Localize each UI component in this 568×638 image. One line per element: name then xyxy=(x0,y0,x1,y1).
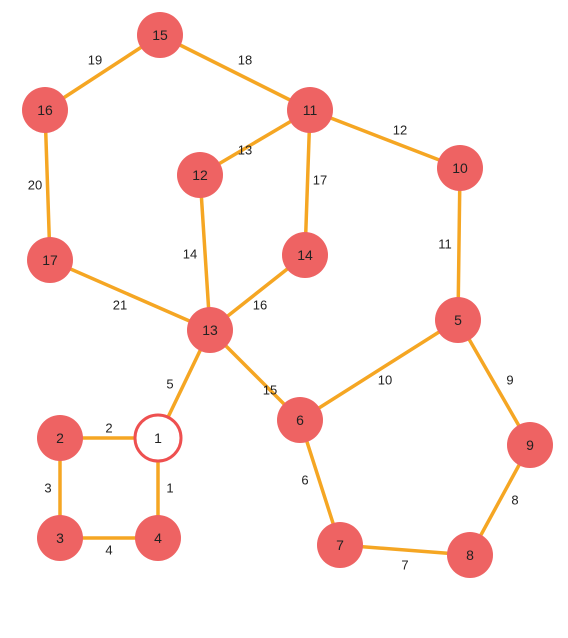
edge-label: 11 xyxy=(438,237,452,252)
node-label: 17 xyxy=(42,252,58,268)
edge-label: 3 xyxy=(44,481,51,496)
edge-label: 10 xyxy=(378,373,392,388)
node-label: 15 xyxy=(152,27,168,43)
node-label: 13 xyxy=(202,322,218,338)
edge xyxy=(310,110,460,168)
node-label: 12 xyxy=(192,167,208,183)
edge-label: 20 xyxy=(28,178,42,193)
edge-label: 2 xyxy=(105,421,112,436)
edge-label: 7 xyxy=(401,558,408,573)
edge-label: 6 xyxy=(301,473,308,488)
edge-label: 14 xyxy=(183,247,197,262)
node-label: 5 xyxy=(454,312,462,328)
node-label: 4 xyxy=(154,530,162,546)
node-label: 9 xyxy=(526,437,534,453)
node-label: 10 xyxy=(452,160,468,176)
edge-label: 5 xyxy=(166,377,173,392)
edge-label: 19 xyxy=(88,53,102,68)
edge xyxy=(50,260,210,330)
edge xyxy=(160,35,310,110)
node-label: 16 xyxy=(37,102,53,118)
edge-label: 13 xyxy=(238,143,252,158)
edge-label: 12 xyxy=(393,123,407,138)
node-label: 1 xyxy=(154,430,162,446)
edge xyxy=(300,320,458,420)
node-label: 2 xyxy=(56,430,64,446)
node-label: 6 xyxy=(296,412,304,428)
edge-label: 21 xyxy=(113,298,127,313)
edge-label: 15 xyxy=(263,383,277,398)
node-label: 14 xyxy=(297,247,313,263)
node-label: 7 xyxy=(336,537,344,553)
edge-label: 1 xyxy=(166,481,173,496)
network-graph: 1234567891011121314151617181920211234567… xyxy=(0,0,568,638)
node-label: 11 xyxy=(303,102,318,118)
edge-label: 9 xyxy=(506,373,513,388)
node-label: 8 xyxy=(466,547,474,563)
node-label: 3 xyxy=(56,530,64,546)
edge-label: 8 xyxy=(511,493,518,508)
edge xyxy=(200,175,210,330)
edge-label: 17 xyxy=(313,173,327,188)
edge-label: 16 xyxy=(253,298,267,313)
edge-label: 18 xyxy=(238,53,252,68)
edge-label: 4 xyxy=(105,543,112,558)
